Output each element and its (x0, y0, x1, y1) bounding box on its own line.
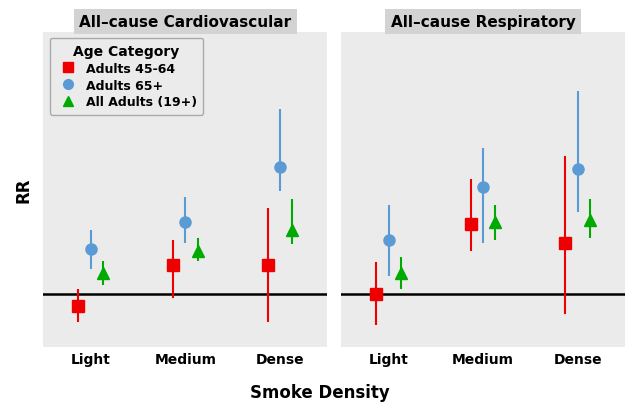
Y-axis label: RR: RR (15, 177, 33, 202)
Legend: Adults 45-64, Adults 65+, All Adults (19+): Adults 45-64, Adults 65+, All Adults (19… (50, 39, 204, 115)
Text: All–cause Respiratory: All–cause Respiratory (390, 17, 575, 32)
Title: All–cause Cardiovascular: All–cause Cardiovascular (79, 15, 291, 30)
Text: All–cause Cardiovascular: All–cause Cardiovascular (79, 17, 291, 32)
Title: All–cause Respiratory: All–cause Respiratory (390, 15, 575, 30)
Text: Smoke Density: Smoke Density (250, 383, 390, 401)
